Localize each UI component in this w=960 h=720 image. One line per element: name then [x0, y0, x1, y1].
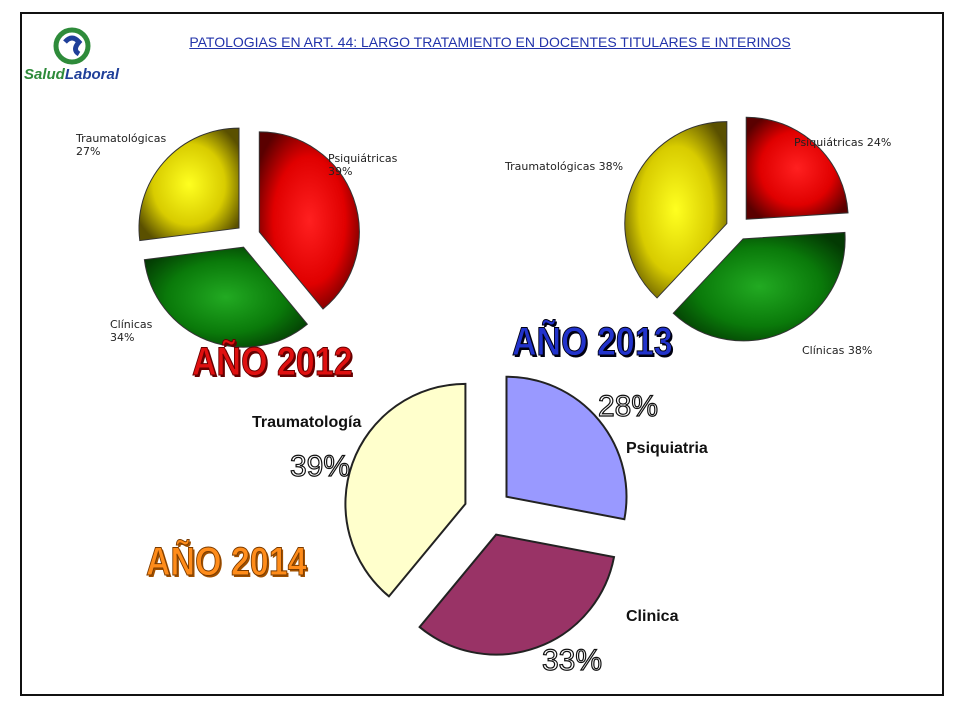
- pie-slice-año-2013-traumatologia: [624, 121, 728, 299]
- logo: SaludLaboral: [24, 66, 119, 83]
- pie-slice-año-2014-clinica: [418, 533, 616, 656]
- pie-slice-año-2014-traumatologia: [344, 382, 467, 598]
- pie-chart-2013: [624, 116, 849, 342]
- chart-title-2013: AÑO 2013: [512, 320, 673, 365]
- label-2012-clinicas: Clínicas 34%: [110, 318, 153, 344]
- category-2014-psiquiatria: Psiquiatria: [626, 440, 708, 457]
- pie-slice-año-2013-clinica: [672, 231, 846, 342]
- logo-part2: Laboral: [64, 66, 120, 83]
- percent-2014-clinica: 33%: [541, 643, 603, 677]
- pie-slice-año-2012-clinica: [143, 246, 309, 348]
- percent-2014-traumatologia: 39%: [289, 449, 351, 483]
- label-2012-traumatologicas: Traumatológicas 27%: [76, 132, 167, 158]
- percent-2014-psiquiatria: 28%: [597, 389, 659, 423]
- label-2012-psiquiatricas: Psiquiátricas 39%: [328, 152, 398, 178]
- chart-title-2012: AÑO 2012: [192, 340, 353, 385]
- pie-chart-2012: [138, 127, 360, 348]
- chart-title-2014: AÑO 2014: [146, 540, 307, 585]
- label-2013-psiquiatricas: Psiquiátricas 24%: [794, 136, 892, 149]
- label-2013-clinicas: Clínicas 38%: [802, 344, 873, 357]
- page-title: PATOLOGIAS EN ART. 44: LARGO TRATAMIENTO…: [189, 34, 791, 50]
- logo-icon: [53, 27, 91, 65]
- label-2013-traumatologicas: Traumatológicas 38%: [505, 160, 624, 173]
- pie-slice-año-2014-psiquiatria: [505, 375, 628, 521]
- pie-chart-2014: [344, 375, 628, 656]
- category-2014-traumatologia: Traumatología: [252, 414, 362, 431]
- category-2014-clinica: Clinica: [626, 608, 679, 625]
- pie-slice-año-2012-psiquiatria: [258, 131, 360, 310]
- logo-part1: Salud: [24, 66, 65, 83]
- pie-slice-año-2013-psiquiatria: [745, 116, 849, 220]
- pie-slice-año-2012-traumatologia: [138, 127, 240, 242]
